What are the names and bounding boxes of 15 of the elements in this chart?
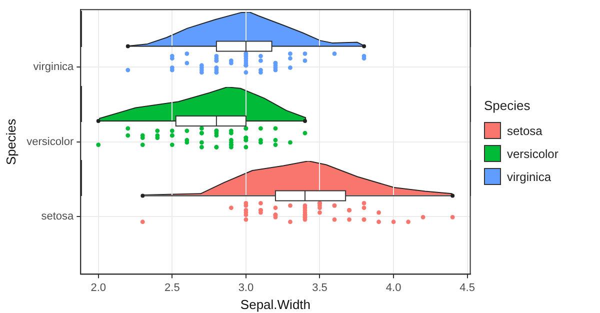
y-axis-title: Species <box>3 118 18 166</box>
legend-title: Species <box>484 98 532 113</box>
x-tick-label: 2.0 <box>90 282 106 294</box>
legend-label: setosa <box>507 124 542 138</box>
x-tick-label: 2.5 <box>164 282 180 294</box>
y-tick-label: versicolor <box>26 136 74 148</box>
legend-label: versicolor <box>507 146 558 160</box>
x-tick-label: 4.5 <box>460 282 475 294</box>
legend-label: virginica <box>507 170 552 184</box>
y-tick-label: setosa <box>41 210 75 223</box>
x-tick-label: 3.0 <box>238 282 254 294</box>
x-tick-label: 4.0 <box>386 282 402 294</box>
y-tick-label: virginica <box>33 61 75 74</box>
x-axis-title: Sepal.Width <box>240 296 311 312</box>
x-tick-label: 3.5 <box>312 282 328 294</box>
